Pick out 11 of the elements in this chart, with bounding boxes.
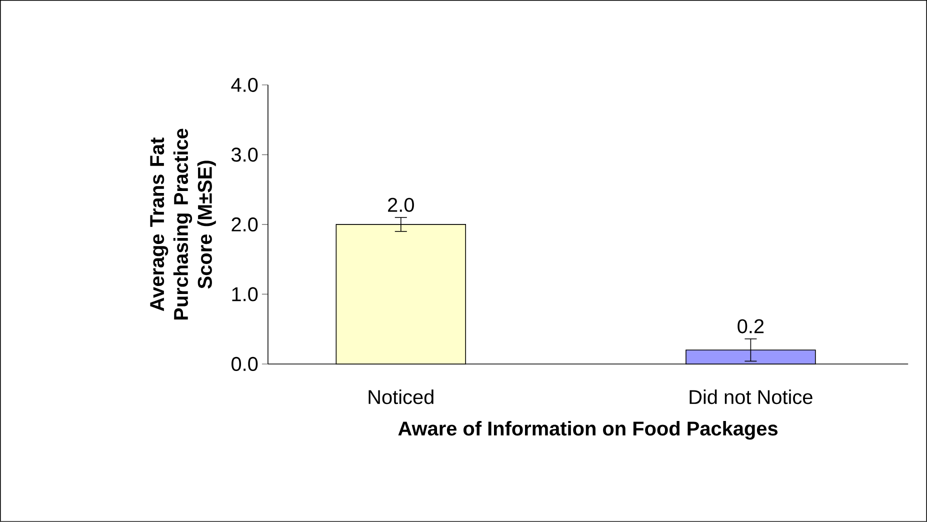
- x-tick-label: Did not Notice: [690, 390, 812, 404]
- data-label: 2.0: [388, 198, 414, 212]
- y-tick-label: 0.0: [232, 356, 258, 372]
- y-tick-label: 2.0: [232, 217, 258, 232]
- x-axis-title: Aware of Information on Food Packages: [398, 421, 778, 440]
- data-label: 0.2: [738, 319, 764, 334]
- x-tick-label: Noticed: [368, 390, 434, 404]
- y-tick-label: 4.0: [231, 78, 258, 92]
- y-tick-label: 1.0: [232, 287, 258, 302]
- y-tick-label: 3.0: [232, 148, 258, 162]
- y-axis-title: Average Trans Fat Purchasing Practice Score (M±SE): [150, 128, 216, 320]
